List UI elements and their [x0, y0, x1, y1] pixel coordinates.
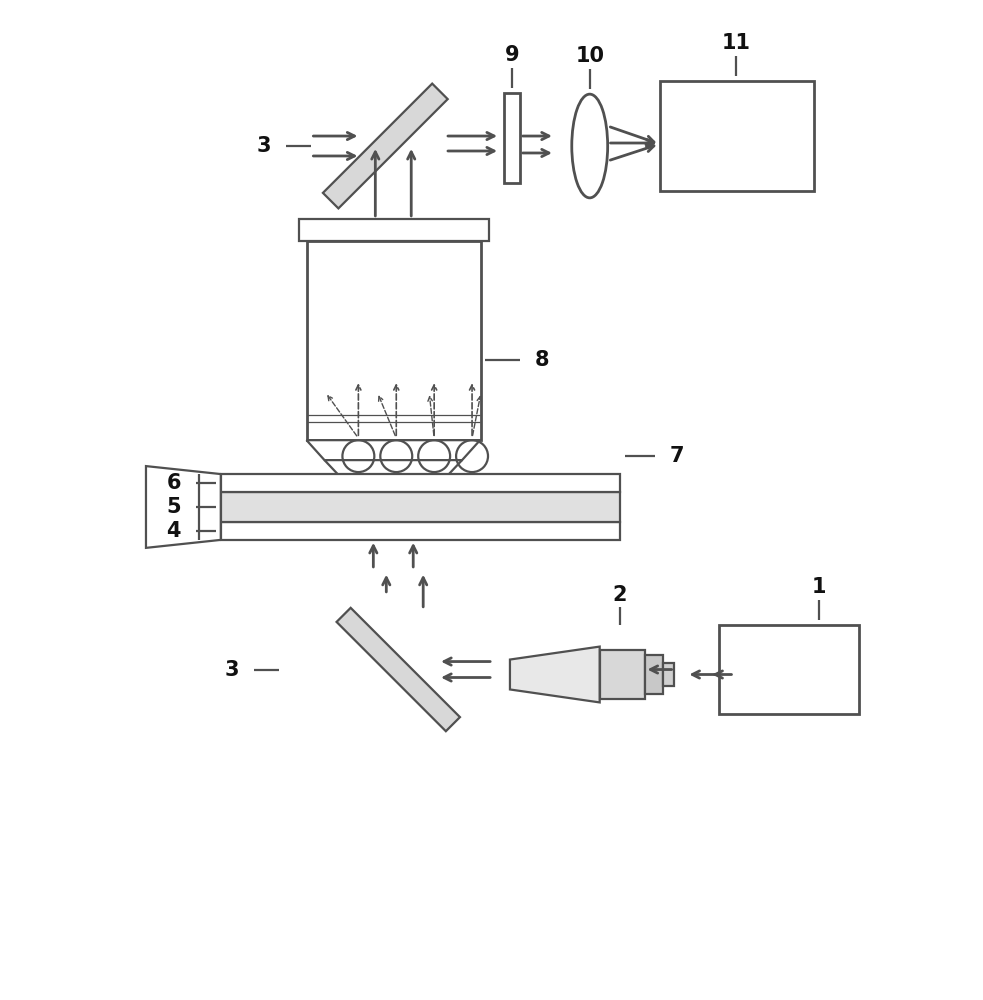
- Bar: [660, 81, 814, 191]
- Text: 6: 6: [166, 473, 181, 493]
- Polygon shape: [322, 84, 447, 208]
- Text: 7: 7: [669, 446, 684, 466]
- Polygon shape: [336, 608, 460, 731]
- Polygon shape: [307, 440, 480, 460]
- Bar: [307, 241, 481, 440]
- Ellipse shape: [572, 94, 607, 198]
- Text: 1: 1: [812, 577, 827, 597]
- Polygon shape: [510, 647, 600, 702]
- Bar: [600, 650, 645, 699]
- Text: 11: 11: [722, 33, 751, 53]
- Text: 10: 10: [575, 46, 605, 66]
- Polygon shape: [146, 466, 221, 548]
- Text: 8: 8: [535, 350, 549, 370]
- Bar: [504, 93, 520, 183]
- Text: 9: 9: [504, 45, 519, 65]
- Text: 4: 4: [166, 521, 181, 541]
- Bar: [720, 625, 859, 714]
- Bar: [663, 663, 674, 686]
- Bar: [299, 219, 489, 241]
- Bar: [221, 522, 619, 540]
- Bar: [645, 655, 663, 694]
- Text: 3: 3: [257, 136, 270, 156]
- Text: 5: 5: [166, 497, 181, 517]
- Bar: [221, 474, 619, 492]
- Text: 3: 3: [224, 660, 239, 680]
- Bar: [221, 492, 619, 522]
- Text: 2: 2: [612, 585, 627, 605]
- Polygon shape: [324, 460, 462, 478]
- Bar: [357, 496, 432, 516]
- Polygon shape: [341, 478, 445, 496]
